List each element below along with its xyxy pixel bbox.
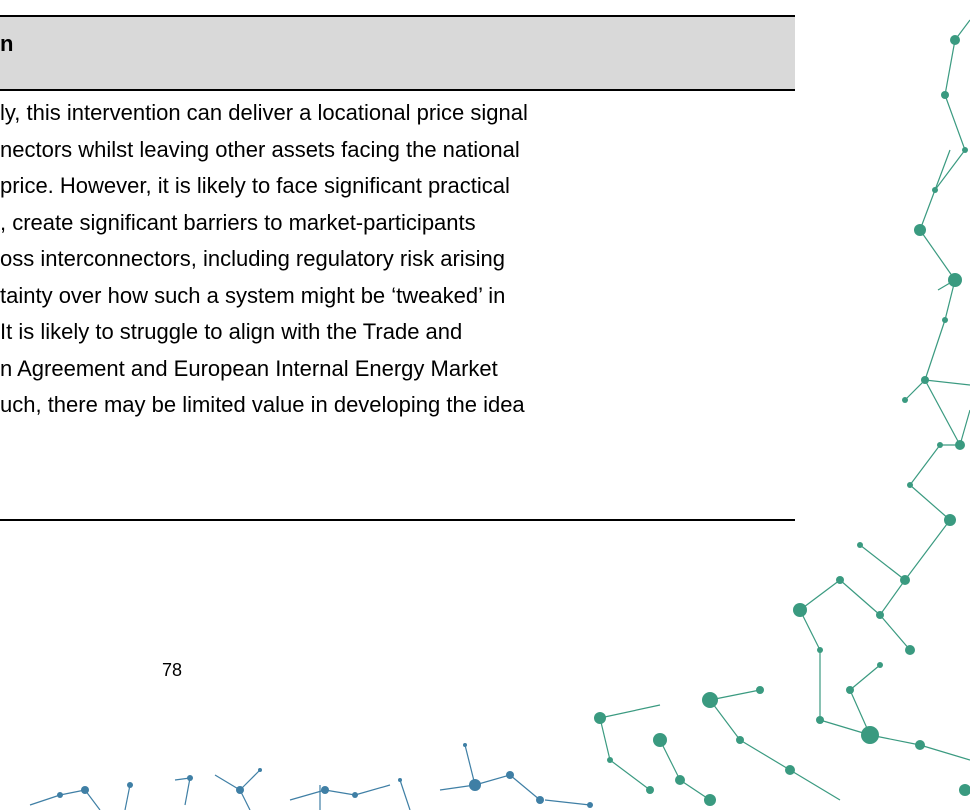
- network-right: [594, 19, 970, 806]
- page-number: 78: [162, 660, 183, 680]
- text-line: tainty over how such a system might be ‘…: [0, 282, 506, 308]
- text-line: price. However, it is likely to face sig…: [0, 173, 510, 198]
- text-line: , create significant barriers to market-…: [0, 209, 476, 235]
- text-line: ly, this intervention can deliver a loca…: [0, 100, 528, 125]
- text-line: uch, there may be limited value in devel…: [0, 392, 525, 417]
- text-line: oss interconnectors, including regulator…: [0, 246, 506, 271]
- text-line: nectors whilst leaving other assets faci…: [0, 136, 520, 162]
- section-rule: [0, 519, 795, 521]
- network-bottom: [29, 743, 593, 810]
- section-header: [0, 15, 795, 91]
- text-line: n Agreement and European Internal Energy…: [0, 355, 498, 381]
- section-title: n: [0, 31, 14, 56]
- text-line: It is likely to struggle to align with t…: [0, 319, 463, 344]
